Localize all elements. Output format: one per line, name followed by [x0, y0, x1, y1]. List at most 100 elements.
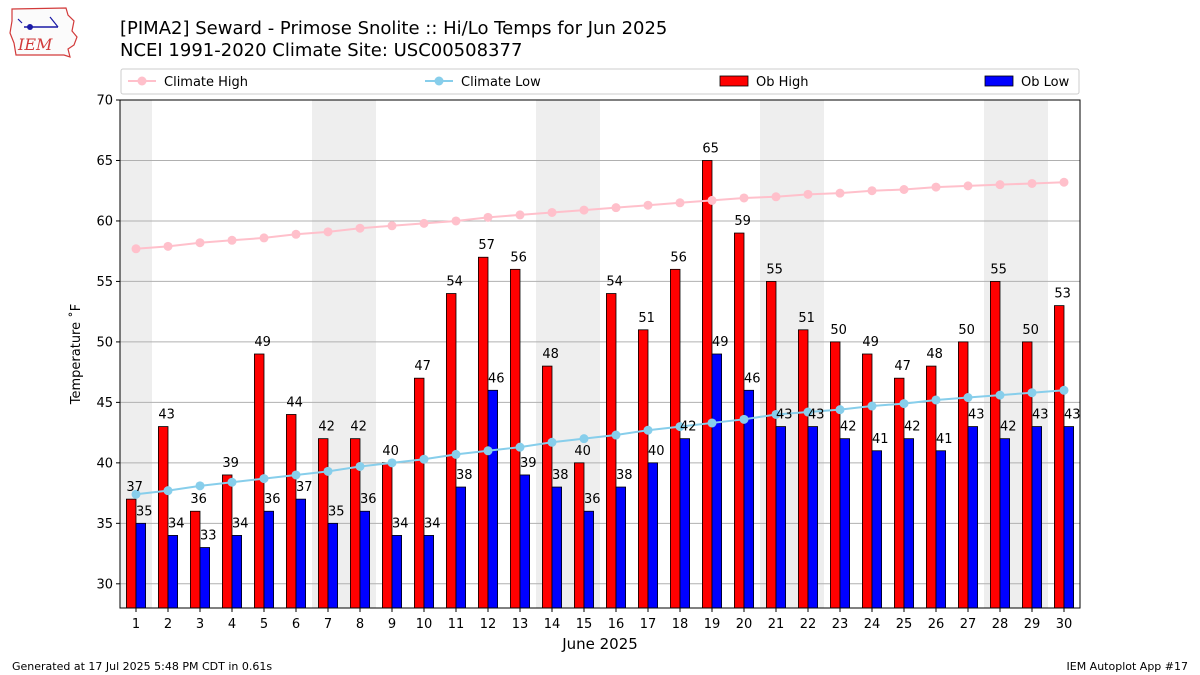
climate-low-point-day-21: [771, 409, 781, 419]
ob-high-label-day-29: 50: [1022, 323, 1039, 338]
x-tick-label-2: 2: [164, 617, 172, 632]
x-tick-label-7: 7: [324, 617, 332, 632]
x-tick-label-13: 13: [512, 617, 529, 632]
ob-high-label-day-14: 48: [542, 347, 559, 362]
ob-low-label-day-24: 41: [872, 432, 889, 447]
ob-high-label-day-27: 50: [958, 323, 975, 338]
x-tick-label-21: 21: [768, 617, 785, 632]
climate-low-point-day-10: [419, 454, 429, 464]
x-tick-label-6: 6: [292, 617, 300, 632]
ob-low-label-day-14: 38: [552, 468, 569, 483]
climate-low-point-day-23: [835, 405, 845, 415]
ob-low-label-day-5: 36: [264, 492, 281, 507]
ob-low-bar-day-12: [487, 389, 499, 609]
ob-low-label-day-23: 42: [840, 420, 857, 435]
ob-low-bar-day-2: [167, 535, 178, 609]
x-tick-label-23: 23: [832, 617, 849, 632]
ob-low-bar-day-5: [263, 510, 275, 609]
climate-low-point-day-8: [355, 461, 365, 471]
x-tick-label-27: 27: [960, 617, 977, 632]
x-tick-label-9: 9: [388, 617, 396, 632]
ob-low-label-day-20: 46: [744, 371, 761, 386]
climate-low-point-day-20: [739, 414, 749, 424]
ob-low-bar-day-28: [999, 438, 1011, 609]
y-tick-label-35: 35: [96, 517, 113, 532]
ob-high-label-day-1: 37: [126, 480, 143, 495]
climate-low-point-day-27: [963, 393, 973, 403]
ob-low-bar-day-4: [231, 535, 242, 609]
x-tick-label-28: 28: [992, 617, 1009, 632]
climate-high-point-day-9: [387, 221, 397, 231]
y-tick-label-50: 50: [96, 335, 113, 350]
ob-low-label-day-11: 38: [456, 468, 473, 483]
ob-low-label-day-12: 46: [488, 371, 505, 386]
climate-high-point-day-17: [643, 200, 653, 210]
ob-high-label-day-2: 43: [158, 408, 175, 423]
climate-low-point-day-29: [1027, 388, 1037, 398]
ob-low-label-day-3: 33: [200, 529, 217, 544]
climate-high-point-day-10: [419, 218, 429, 228]
climate-high-point-day-19: [707, 195, 717, 205]
ob-high-label-day-30: 53: [1054, 287, 1071, 302]
legend-ob-high-label: Ob High: [756, 75, 809, 90]
ob-low-label-day-29: 43: [1032, 408, 1049, 423]
x-tick-label-15: 15: [576, 617, 593, 632]
ob-low-label-day-26: 41: [936, 432, 953, 447]
climate-low-point-day-16: [611, 430, 621, 440]
ob-high-bar-day-22: [798, 329, 809, 609]
ob-high-label-day-18: 56: [670, 250, 687, 265]
x-tick-label-24: 24: [864, 617, 881, 632]
climate-high-point-day-21: [771, 192, 781, 202]
x-tick-label-26: 26: [928, 617, 945, 632]
ob-low-label-day-17: 40: [648, 444, 665, 459]
legend-climate-low-marker: [434, 76, 444, 86]
logo-text: IEM: [17, 35, 53, 54]
climate-low-point-day-15: [579, 434, 589, 444]
ob-low-bar-day-19: [711, 353, 723, 609]
ob-high-label-day-6: 44: [286, 395, 303, 410]
ob-low-bar-day-26: [935, 450, 947, 609]
x-tick-label-1: 1: [132, 617, 140, 632]
x-tick-label-4: 4: [228, 617, 236, 632]
ob-high-label-day-28: 55: [990, 262, 1007, 277]
legend-climate-high-marker: [137, 76, 147, 86]
climate-high-point-day-3: [195, 238, 205, 248]
ob-high-label-day-5: 49: [254, 335, 271, 350]
climate-high-point-day-29: [1027, 178, 1037, 188]
ob-high-bar-day-30: [1054, 305, 1065, 609]
ob-low-bar-day-18: [679, 438, 691, 609]
climate-low-point-day-11: [451, 449, 461, 459]
climate-high-point-day-22: [803, 189, 813, 199]
x-tick-label-10: 10: [416, 617, 433, 632]
climate-high-point-day-12: [483, 212, 493, 222]
ob-low-label-day-8: 36: [360, 492, 377, 507]
climate-low-point-day-12: [483, 446, 493, 456]
y-tick-label-65: 65: [96, 154, 113, 169]
ob-high-label-day-26: 48: [926, 347, 943, 362]
ob-high-label-day-15: 40: [574, 444, 591, 459]
ob-low-bar-day-9: [391, 535, 403, 609]
climate-high-point-day-23: [835, 188, 845, 198]
climate-high-point-day-20: [739, 193, 749, 203]
x-tick-label-25: 25: [896, 617, 913, 632]
plot-frame: [119, 99, 1081, 609]
x-tick-label-12: 12: [480, 617, 497, 632]
x-tick-label-19: 19: [704, 617, 721, 632]
climate-high-point-day-28: [995, 180, 1005, 190]
x-tick-label-22: 22: [800, 617, 817, 632]
climate-lines: [131, 177, 1069, 499]
legend-frame: [120, 68, 1080, 95]
climate-high-point-day-25: [899, 185, 909, 195]
x-tick-label-14: 14: [544, 617, 561, 632]
y-tick-label-30: 30: [96, 577, 113, 592]
climate-low-point-day-14: [547, 437, 557, 447]
climate-low-point-day-22: [803, 407, 813, 417]
x-tick-label-5: 5: [260, 617, 268, 632]
ob-high-label-day-24: 49: [862, 335, 879, 350]
ob-high-label-day-8: 42: [350, 420, 367, 435]
climate-low-point-day-1: [131, 489, 141, 499]
ob-low-bar-day-13: [519, 474, 531, 609]
climate-high-point-day-2: [163, 241, 173, 251]
climate-low-point-day-26: [931, 395, 941, 405]
